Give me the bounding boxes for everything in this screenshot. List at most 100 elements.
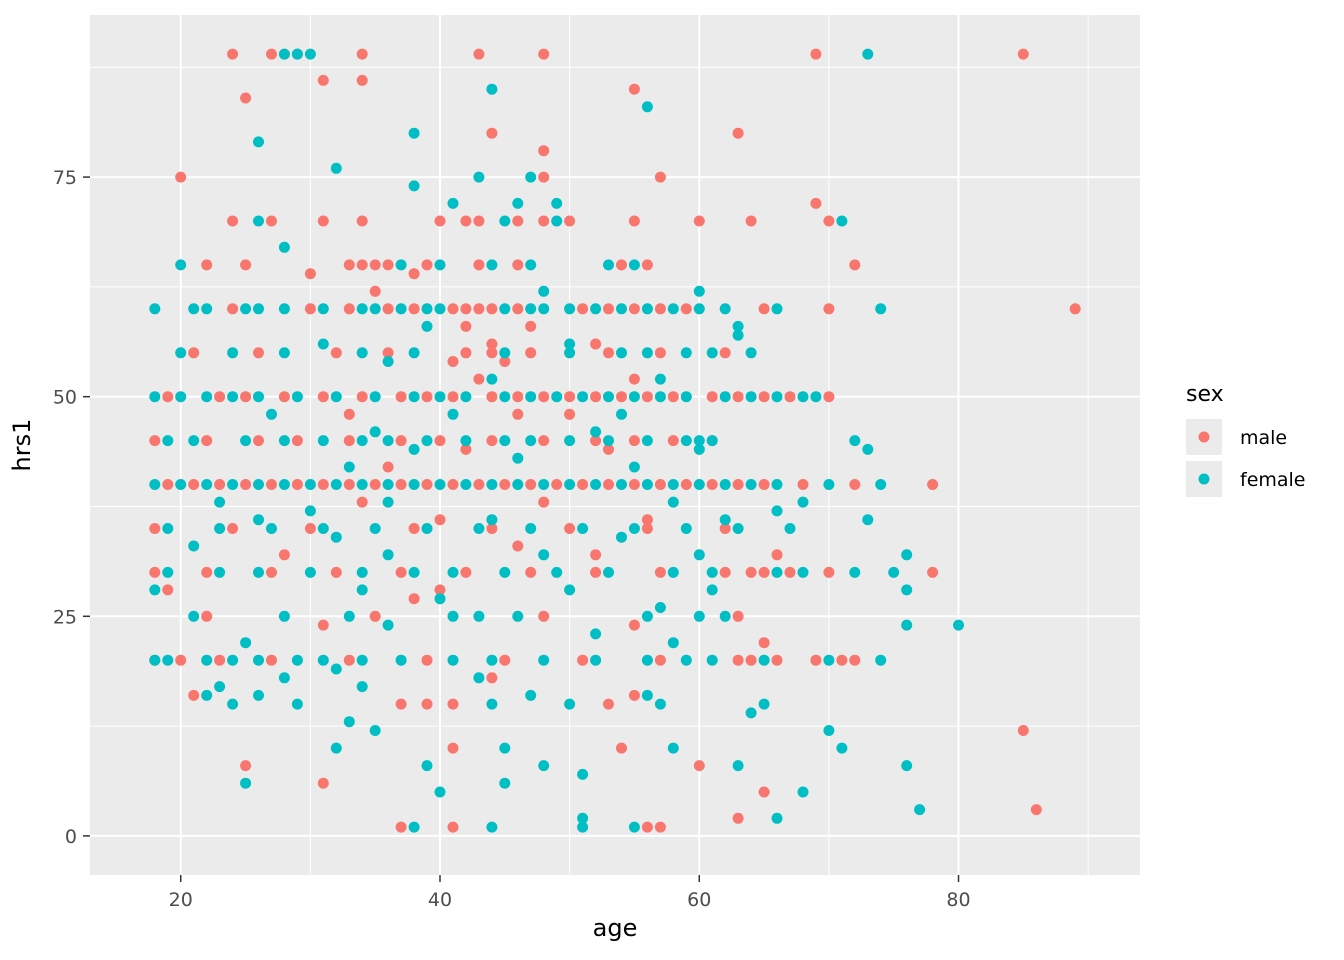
data-point-male — [421, 654, 433, 666]
data-point-female — [641, 347, 653, 359]
data-point-female — [369, 725, 381, 736]
data-point-female — [745, 707, 757, 719]
data-point-female — [836, 742, 848, 754]
data-point-female — [732, 760, 744, 772]
data-point-female — [758, 654, 770, 666]
data-point-female — [706, 347, 718, 359]
data-point-female — [149, 654, 161, 666]
data-point-male — [538, 145, 550, 157]
data-point-female — [395, 259, 407, 271]
data-point-female — [291, 391, 303, 403]
data-point-female — [564, 303, 576, 315]
data-point-female — [421, 303, 433, 315]
data-point-male — [473, 215, 485, 227]
data-point-female — [330, 663, 342, 675]
data-point-male — [266, 654, 277, 666]
data-point-male — [823, 391, 835, 403]
data-point-male — [188, 479, 200, 490]
data-point-female — [278, 435, 290, 447]
data-point-female — [278, 241, 290, 253]
data-point-male — [1069, 303, 1081, 315]
data-point-female — [901, 584, 913, 596]
legend-item-female[interactable]: female — [1186, 461, 1306, 497]
data-point-male — [784, 391, 796, 403]
data-point-female — [693, 303, 705, 315]
data-point-male — [525, 479, 537, 490]
data-point-male — [590, 435, 602, 447]
data-point-female — [551, 215, 563, 227]
data-point-male — [512, 408, 524, 420]
data-point-male — [421, 698, 433, 710]
legend-title: sex — [1186, 382, 1224, 407]
data-point-male — [499, 654, 511, 666]
data-point-male — [654, 347, 666, 359]
data-point-female — [421, 760, 433, 772]
data-point-female — [706, 566, 718, 578]
data-point-female — [810, 391, 822, 403]
data-point-female — [512, 479, 524, 490]
data-point-male — [732, 479, 744, 490]
data-point-male — [641, 523, 653, 534]
data-point-male — [330, 347, 342, 359]
data-point-male — [732, 610, 744, 622]
data-point-male — [278, 549, 290, 561]
data-point-male — [680, 479, 692, 490]
data-point-female — [603, 435, 614, 447]
data-point-male — [395, 435, 407, 447]
data-point-female — [512, 197, 524, 209]
data-point-male — [538, 215, 550, 227]
data-point-female — [253, 689, 264, 701]
data-point-female — [797, 566, 809, 578]
data-point-male — [577, 303, 589, 315]
data-point-male — [356, 74, 368, 86]
data-point-female — [693, 549, 705, 561]
data-point-female — [693, 285, 705, 297]
data-point-female — [304, 566, 316, 578]
data-point-female — [680, 435, 692, 447]
data-point-female — [434, 391, 446, 403]
data-point-female — [408, 180, 420, 192]
data-point-male — [732, 391, 744, 403]
data-point-female — [823, 479, 835, 490]
data-point-female — [278, 347, 290, 359]
data-point-female — [395, 654, 407, 666]
data-point-male — [525, 320, 537, 332]
data-point-male — [667, 435, 679, 447]
data-point-male — [473, 48, 485, 60]
data-point-male — [317, 215, 329, 227]
data-point-female — [693, 610, 705, 622]
data-point-male — [577, 654, 589, 666]
data-point-male — [447, 356, 459, 367]
data-point-female — [551, 566, 563, 578]
data-point-female — [175, 259, 187, 271]
data-point-male — [253, 435, 264, 447]
data-point-female — [654, 391, 666, 403]
data-point-female — [356, 681, 368, 693]
data-point-female — [356, 584, 368, 596]
data-point-female — [901, 619, 913, 631]
data-point-female — [201, 479, 213, 490]
data-point-female — [395, 303, 407, 315]
data-point-male — [240, 92, 252, 104]
data-point-female — [603, 259, 614, 271]
data-point-male — [227, 48, 239, 60]
data-point-female — [862, 514, 874, 526]
data-point-female — [901, 760, 913, 772]
data-point-female — [201, 303, 213, 315]
data-point-male — [278, 391, 290, 403]
legend-item-male[interactable]: male — [1186, 419, 1287, 455]
data-point-female — [266, 408, 277, 420]
data-point-male — [590, 338, 602, 350]
data-point-male — [214, 391, 226, 403]
data-point-male — [564, 215, 576, 227]
data-point-female — [421, 435, 433, 447]
data-point-male — [628, 303, 640, 315]
data-point-female — [356, 566, 368, 578]
data-point-male — [771, 549, 783, 561]
data-point-female — [408, 479, 420, 490]
data-point-female — [201, 689, 213, 701]
data-point-male — [149, 435, 161, 447]
data-point-female — [421, 523, 433, 534]
data-point-male — [1017, 48, 1029, 60]
data-point-male — [927, 566, 939, 578]
